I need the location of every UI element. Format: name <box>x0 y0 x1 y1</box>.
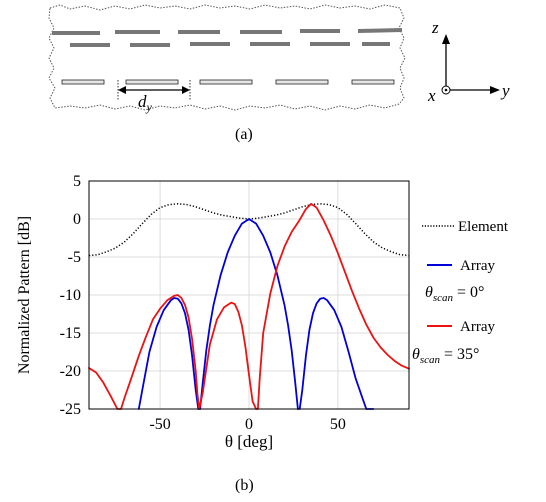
substrate-outline <box>48 4 406 111</box>
ticks: 50-5-10-15-20-25-50 0 50 <box>60 173 346 433</box>
series-array-scan-0 <box>137 218 375 410</box>
array-element <box>125 79 179 85</box>
x-tick-label: -50 <box>149 416 170 433</box>
legend: Element Array θscan = 0° Array θscan = 3… <box>412 219 509 366</box>
array-element <box>199 79 253 85</box>
array-element <box>275 79 329 85</box>
y-arrowhead <box>490 86 500 94</box>
plot-frame <box>88 180 410 410</box>
y-tick-label: -20 <box>60 363 81 380</box>
x-tick-label: 0 <box>245 416 253 433</box>
upper-dipole-row <box>52 28 403 35</box>
legend-scan-0: θscan = 0° <box>425 284 484 304</box>
subfig-a-caption: (a) <box>235 126 253 143</box>
x-axis-dot <box>444 88 448 92</box>
z-axis-label: z <box>431 18 439 37</box>
subfig-b-caption: (b) <box>235 477 254 494</box>
array-element <box>61 79 105 85</box>
element-row <box>61 79 395 85</box>
spacing-arrowhead-left <box>118 86 126 94</box>
legend-scan-35: θscan = 35° <box>412 346 479 366</box>
x-tick-label: 50 <box>330 416 346 433</box>
middle-dipole-row <box>70 42 390 47</box>
y-axis-title: Normalized Pattern [dB] <box>16 216 33 374</box>
y-tick-label: -10 <box>60 287 81 304</box>
legend-label-array-0: Array <box>460 258 495 274</box>
spacing-label: dy <box>138 92 153 114</box>
y-tick-label: -25 <box>60 401 81 418</box>
y-tick-label: -15 <box>60 325 81 342</box>
y-tick-label: -5 <box>68 249 81 266</box>
z-arrowhead <box>442 34 450 44</box>
spacing-arrowhead-right <box>182 86 190 94</box>
pattern-chart: 50-5-10-15-20-25-50 0 50 θ [deg] Normalize… <box>16 173 509 451</box>
series-layer <box>88 202 410 410</box>
y-tick-label: 0 <box>73 211 81 228</box>
coordinate-axes: z y x <box>427 18 510 105</box>
y-tick-label: 5 <box>73 173 81 190</box>
upper-dipole <box>357 28 403 33</box>
schematic: dy z y x <box>48 4 510 114</box>
series-array-scan-35 <box>88 202 410 410</box>
y-axis-label: y <box>500 81 510 100</box>
x-axis-title: θ [deg] <box>225 432 273 451</box>
array-element <box>351 79 395 85</box>
legend-label-element: Element <box>458 219 509 235</box>
x-axis-label: x <box>427 86 436 105</box>
legend-label-array-35: Array <box>460 319 495 335</box>
